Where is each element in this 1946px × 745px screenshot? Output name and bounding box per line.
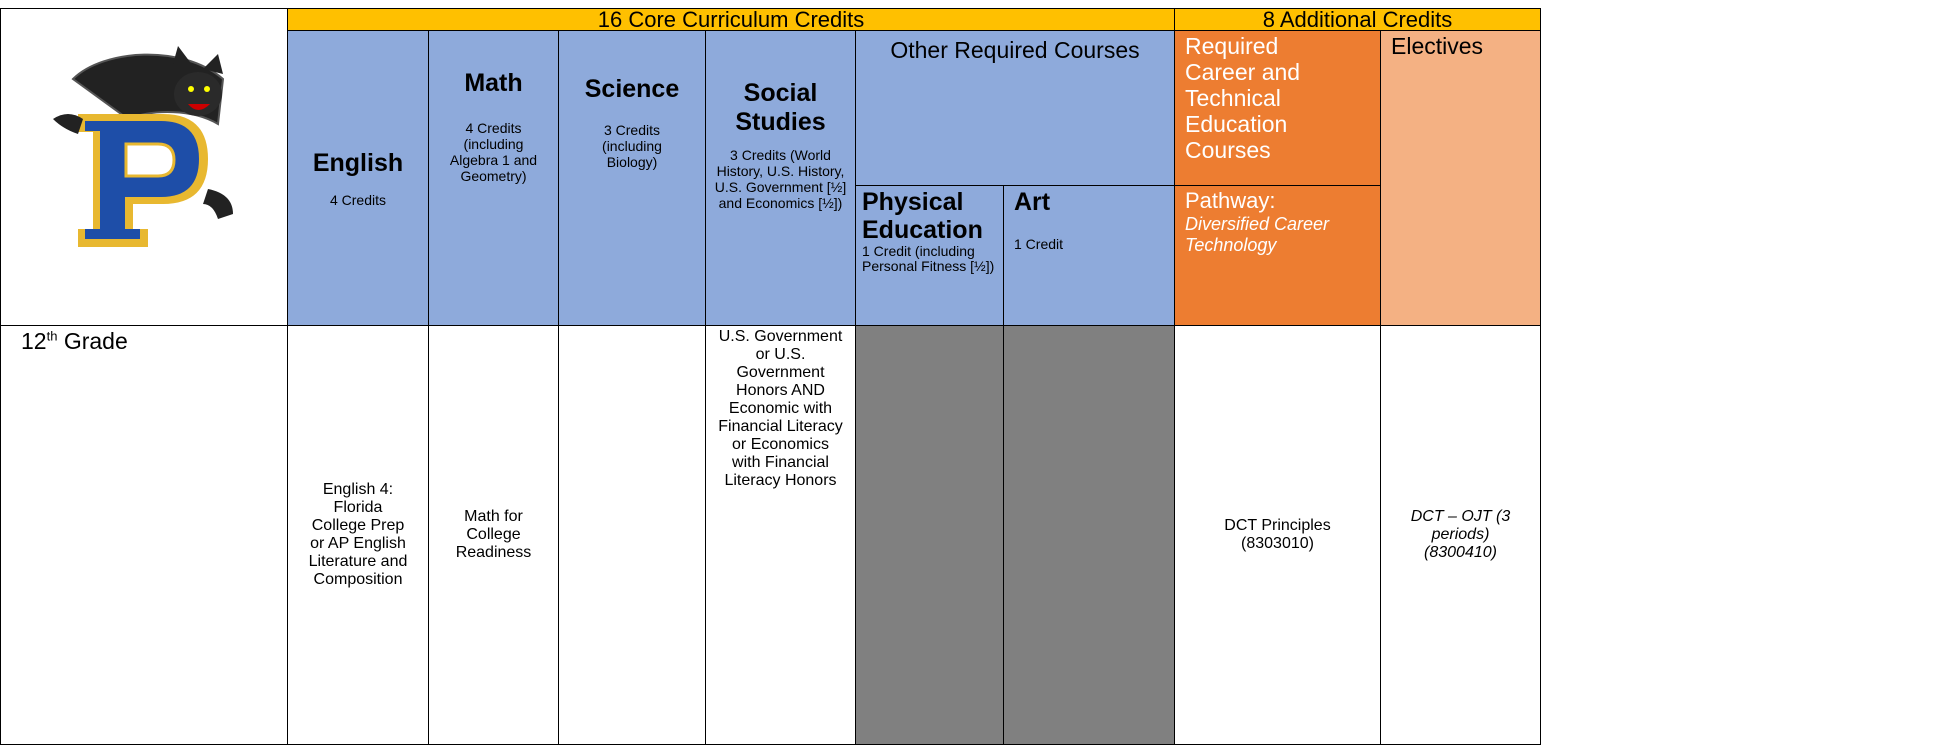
career-cell: DCT Principles (8303010) <box>1174 325 1381 745</box>
pe-header: Physical Education 1 Credit (including P… <box>855 185 1004 326</box>
column-title: Electives <box>1391 33 1484 59</box>
course-text: English 4: Florida College Prep or AP En… <box>308 481 408 588</box>
grade-number: 12 <box>21 328 47 354</box>
core-title: 16 Core Curriculum Credits <box>597 7 865 32</box>
pathway-header: Pathway: Diversified Career Technology <box>1174 185 1381 326</box>
grade-cell: 12th Grade <box>0 325 288 745</box>
grade-suffix: th <box>46 328 58 344</box>
column-title: English <box>312 148 404 177</box>
career-header: Required Career and Technical Education … <box>1174 30 1381 186</box>
column-title: Social Studies <box>735 79 826 136</box>
column-credits: 4 Credits (including Algebra 1 and Geome… <box>449 120 538 184</box>
column-credits: 3 Credits (including Biology) <box>602 122 662 170</box>
grade-word: Grade <box>63 328 128 354</box>
column-title: Science <box>584 75 680 103</box>
science-cell <box>558 325 706 745</box>
course-text: Math for College Readiness <box>455 508 532 561</box>
other-header: Other Required Courses <box>855 30 1175 186</box>
column-credits: 1 Credit <box>1014 236 1064 252</box>
art-cell <box>1003 325 1175 745</box>
pathway-name: Diversified Career Technology <box>1185 214 1330 255</box>
column-credits: 1 Credit (including Personal Fitness [½]… <box>862 243 995 274</box>
english-header: English 4 Credits <box>287 30 429 326</box>
science-header: Science 3 Credits (including Biology) <box>558 30 706 326</box>
pe-cell <box>855 325 1004 745</box>
additional-title: 8 Additional Credits <box>1262 7 1453 32</box>
logo-cell <box>0 8 288 326</box>
math-cell: Math for College Readiness <box>428 325 559 745</box>
column-credits: 4 Credits <box>329 191 387 208</box>
electives-header: Electives <box>1380 30 1541 326</box>
column-title: Math <box>464 69 523 97</box>
course-text: DCT Principles (8303010) <box>1224 517 1331 552</box>
logo <box>53 46 233 247</box>
social-studies-header: Social Studies 3 Credits (World History,… <box>705 30 856 326</box>
pathway-label: Pathway: <box>1185 188 1276 213</box>
column-credits: 3 Credits (World History, U.S. History, … <box>714 147 847 211</box>
social-studies-cell: U.S. Government or U.S. Government Honor… <box>705 325 856 745</box>
column-title: Physical Education <box>862 188 983 244</box>
additional-band: 8 Additional Credits <box>1174 8 1541 31</box>
column-title: Other Required Courses <box>890 37 1140 63</box>
course-text: U.S. Government or U.S. Government Honor… <box>718 328 843 489</box>
art-header: Art 1 Credit <box>1003 185 1175 326</box>
column-title: Required Career and Technical Education … <box>1185 33 1301 163</box>
english-cell: English 4: Florida College Prep or AP En… <box>287 325 429 745</box>
electives-cell: DCT – OJT (3 periods) (8300410) <box>1380 325 1541 745</box>
math-header: Math 4 Credits (including Algebra 1 and … <box>428 30 559 326</box>
column-title: Art <box>1014 188 1051 216</box>
core-band: 16 Core Curriculum Credits <box>287 8 1175 31</box>
course-text: DCT – OJT (3 periods) (8300410) <box>1410 508 1511 561</box>
